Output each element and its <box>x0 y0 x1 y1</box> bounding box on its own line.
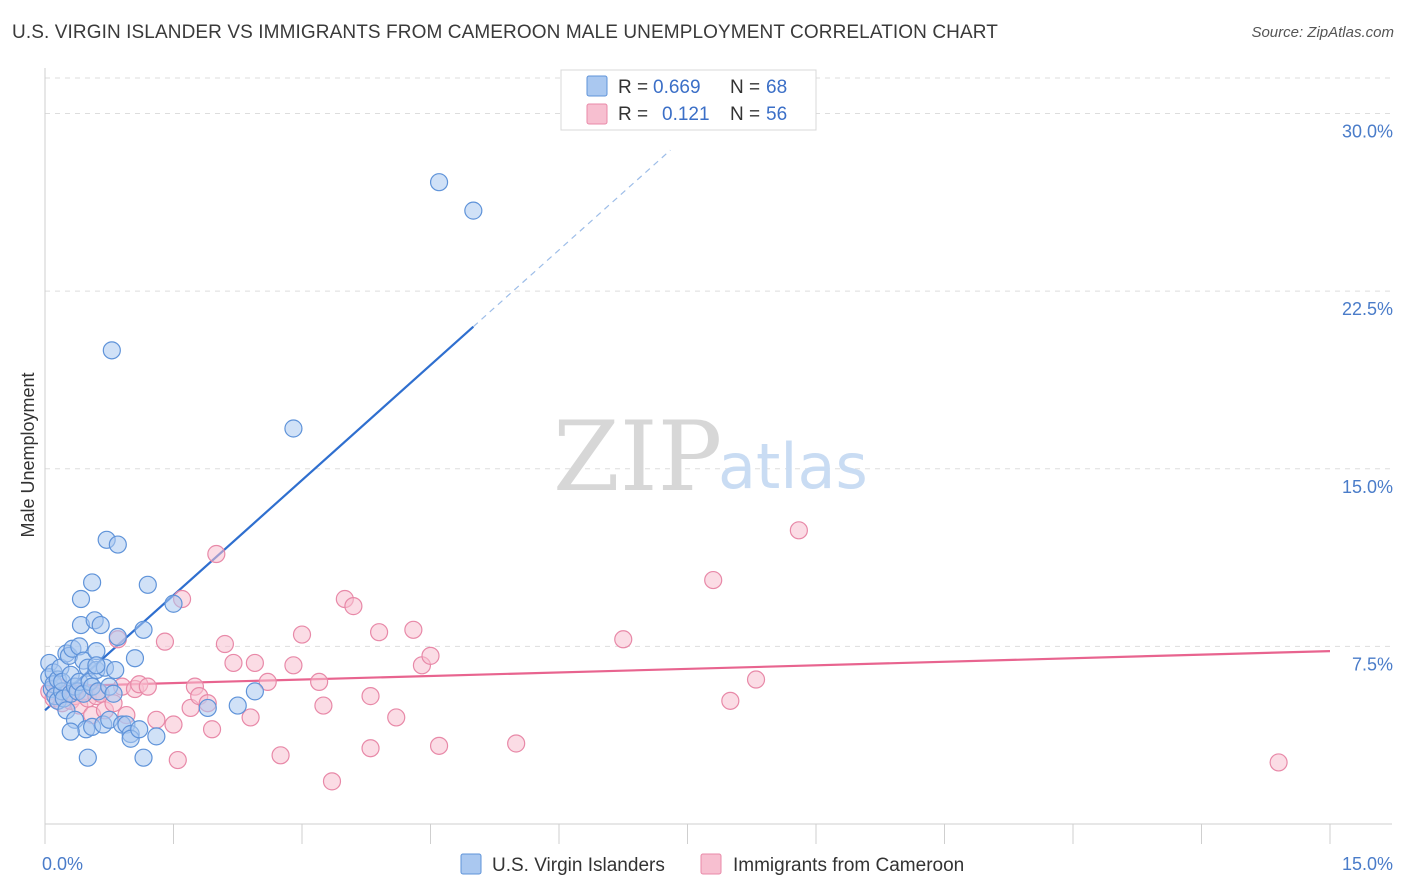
bottom-legend-swatch-virgin-islanders <box>460 853 482 875</box>
point-cameroon <box>224 653 243 673</box>
legend-r-value-1: 0.669 <box>653 77 701 98</box>
point-virgin-islanders <box>61 722 80 741</box>
bottom-legend-label-virgin-islanders: U.S. Virgin Islanders <box>492 855 665 876</box>
point-virgin-islanders <box>102 341 121 360</box>
point-virgin-islanders <box>284 419 303 438</box>
legend-n-label-2: N = <box>730 104 760 125</box>
point-cameroon <box>310 672 329 692</box>
point-virgin-islanders <box>106 660 125 680</box>
point-virgin-islanders <box>228 696 247 715</box>
point-cameroon <box>292 625 312 644</box>
legend-r-label-1: R = <box>618 77 648 98</box>
point-virgin-islanders <box>78 748 97 767</box>
point-cameroon <box>241 708 260 727</box>
point-cameroon <box>271 746 290 765</box>
x-tick-label-max: 15.0% <box>1342 854 1393 874</box>
y-axis-label: Male Unemployment <box>18 372 38 537</box>
point-cameroon <box>168 750 187 770</box>
point-cameroon <box>387 708 406 727</box>
point-virgin-islanders <box>91 615 110 635</box>
legend-swatch-cameroon <box>586 103 608 125</box>
point-virgin-islanders <box>138 575 157 594</box>
point-cameroon <box>164 715 183 734</box>
legend-swatch-virgin-islanders <box>586 75 608 97</box>
point-cameroon <box>1269 753 1288 772</box>
point-virgin-islanders <box>71 589 91 609</box>
bottom-legend-label-cameroon: Immigrants from Cameroon <box>733 855 964 876</box>
trend-extension-virgin-islanders <box>472 149 671 328</box>
point-cameroon <box>746 670 766 689</box>
point-cameroon <box>507 734 526 753</box>
point-cameroon <box>370 623 389 642</box>
legend-r-label-2: R = <box>618 104 648 125</box>
legend-n-value-2: 56 <box>766 104 787 125</box>
point-cameroon <box>361 687 380 706</box>
point-cameroon <box>614 630 633 649</box>
source-label: Source: ZipAtlas.com <box>1251 24 1394 41</box>
point-cameroon <box>155 632 175 651</box>
point-cameroon <box>344 597 363 616</box>
legend-n-label-1: N = <box>730 77 760 98</box>
point-virgin-islanders <box>83 573 102 592</box>
point-cameroon <box>789 521 808 540</box>
point-cameroon <box>314 696 333 715</box>
y-tick-label: 7.5% <box>1352 654 1393 674</box>
point-virgin-islanders <box>134 748 153 767</box>
point-virgin-islanders <box>164 594 183 613</box>
chart-title: U.S. VIRGIN ISLANDER VS IMMIGRANTS FROM … <box>12 22 998 43</box>
bottom-legend-swatch-cameroon <box>700 853 722 875</box>
legend-n-value-1: 68 <box>766 77 787 98</box>
point-cameroon <box>704 570 723 590</box>
point-virgin-islanders <box>130 720 149 739</box>
data-points <box>40 173 1288 791</box>
point-virgin-islanders <box>134 620 153 639</box>
point-virgin-islanders <box>104 684 123 703</box>
point-virgin-islanders <box>125 649 145 668</box>
gridlines <box>45 77 1392 647</box>
point-cameroon <box>721 691 740 710</box>
top-legend: R = 0.669 N = 68 R = 0.121 N = 56 <box>560 69 817 131</box>
point-virgin-islanders <box>108 535 127 554</box>
watermark-atlas: atlas <box>718 430 868 503</box>
point-cameroon <box>207 544 226 564</box>
y-tick-label: 22.5% <box>1342 299 1393 319</box>
point-cameroon <box>202 720 222 739</box>
point-cameroon <box>404 620 423 639</box>
point-virgin-islanders <box>198 698 217 718</box>
point-cameroon <box>147 710 166 729</box>
point-virgin-islanders <box>245 682 264 701</box>
legend-r-value-2: 0.121 <box>662 104 710 125</box>
y-tick-label: 30.0% <box>1342 122 1393 142</box>
point-cameroon <box>284 656 303 675</box>
bottom-legend: U.S. Virgin Islanders Immigrants from Ca… <box>460 853 964 876</box>
point-virgin-islanders <box>464 201 483 220</box>
point-cameroon <box>421 646 440 665</box>
point-virgin-islanders <box>87 656 106 675</box>
point-cameroon <box>429 736 449 755</box>
trend-line-virgin-islanders <box>44 325 475 712</box>
point-virgin-islanders <box>108 627 127 647</box>
x-tick-label-min: 0.0% <box>42 854 83 874</box>
point-virgin-islanders <box>147 727 166 746</box>
point-cameroon <box>245 653 264 673</box>
point-virgin-islanders <box>429 173 449 192</box>
point-cameroon <box>138 677 157 696</box>
point-cameroon <box>215 634 234 654</box>
y-tick-labels: 7.5% 15.0% 22.5% 30.0% <box>1342 122 1393 675</box>
watermark-zip: ZIP <box>553 401 722 513</box>
point-cameroon <box>258 672 277 692</box>
point-cameroon <box>361 739 380 758</box>
y-tick-label: 15.0% <box>1342 477 1393 497</box>
point-cameroon <box>322 772 342 791</box>
